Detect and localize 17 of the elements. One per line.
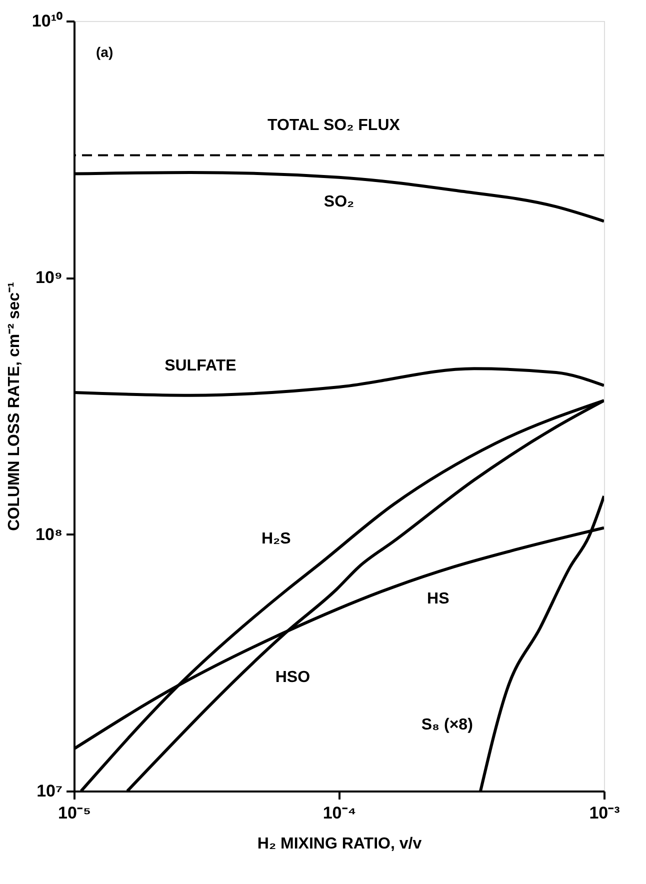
annotation: (a) [96,44,114,60]
x-axis-title: H₂ MIXING RATIO, v/v [257,836,422,852]
series-label: HS [427,590,450,608]
series-label: H₂S [261,530,292,548]
y-axis-title: COLUMN LOSS RATE, cm⁻² sec⁻¹ [6,282,23,531]
y-tick-label: 10¹⁰ [32,12,62,30]
series-label: HSO [275,669,310,686]
y-tick-label: 10⁷ [36,782,62,800]
x-tick-label: 10⁻⁴ [322,804,356,822]
series-label: S₈ (×8) [421,716,473,734]
series-label: SO₂ [324,193,354,210]
y-tick-label: 10⁹ [36,268,62,288]
series-label: SULFATE [164,357,237,374]
ref-line-label: TOTAL SO₂ FLUX [267,117,400,134]
x-tick-label: 10⁻⁵ [58,804,91,822]
y-tick-label: 10⁸ [36,524,62,544]
x-tick-label: 10⁻³ [589,804,620,822]
